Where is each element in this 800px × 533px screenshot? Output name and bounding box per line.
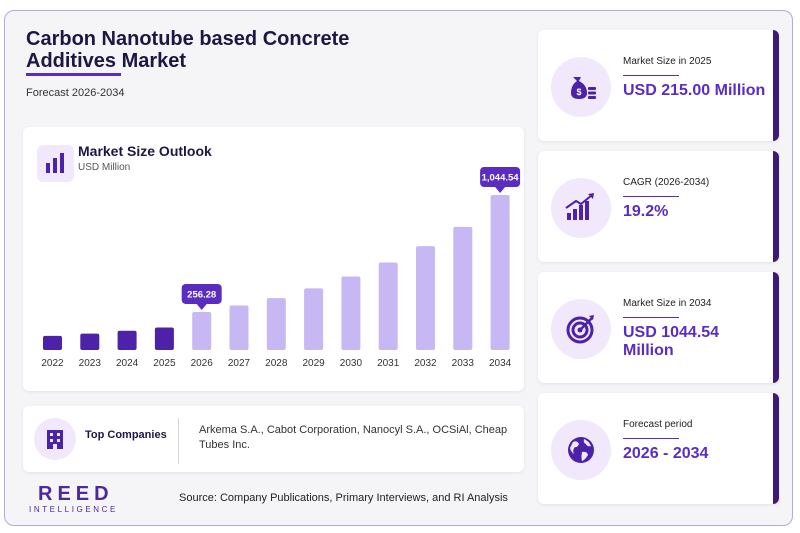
bar-2022: [43, 335, 62, 350]
page-title: Carbon Nanotube based Concrete Additives…: [26, 28, 350, 72]
bar-2030: [341, 276, 361, 350]
bar-2025: [154, 327, 174, 350]
divider: [178, 418, 179, 464]
logo-subtitle: INTELLIGENCE: [29, 505, 118, 514]
stat-label: Market Size in 2025: [623, 56, 712, 67]
top-companies-card: Top Companies Arkema S.A., Cabot Corpora…: [23, 406, 524, 472]
bar-2027: [229, 305, 249, 350]
bar-2033: [453, 226, 473, 350]
building-icon: [34, 418, 76, 460]
x-tick-label: 2029: [302, 358, 325, 369]
x-tick-label: 2034: [489, 358, 512, 369]
x-tick-label: 2028: [265, 358, 288, 369]
money-bag-icon: $: [551, 57, 611, 117]
bar-chart-icon: [37, 145, 74, 182]
x-tick-label: 2025: [153, 358, 176, 369]
x-tick-label: 2026: [191, 358, 214, 369]
stat-card-cagr: CAGR (2026-2034) 19.2%: [538, 151, 779, 262]
stat-label: Forecast period: [623, 419, 693, 430]
chart-title: Market Size Outlook: [78, 143, 212, 159]
x-tick-label: 2032: [414, 358, 437, 369]
stat-underline: [623, 317, 679, 318]
stat-card-market-2034: Market Size in 2034 USD 1044.54 Million: [538, 272, 779, 383]
stat-value: USD 215.00 Million: [623, 82, 766, 99]
bar-chart: 2022 2023 2024 2025 2026 256.28 2027 2028 2029 20…: [41, 167, 521, 369]
bar-2028: [266, 298, 286, 350]
stat-card-forecast-period: Forecast period 2026 - 2034: [538, 393, 779, 504]
data-label: 1,044.54: [482, 173, 520, 184]
svg-text:$: $: [576, 87, 581, 97]
bar-2032: [416, 246, 435, 350]
bar-2024: [117, 330, 137, 350]
stat-label: Market Size in 2034: [623, 298, 712, 309]
x-tick-label: 2033: [452, 358, 475, 369]
callout-2034: 1,044.54: [480, 167, 521, 193]
stat-value: 19.2%: [623, 203, 669, 220]
bar-2026: [192, 311, 212, 350]
chart-card: Market Size Outlook USD Million 2022 2023…: [23, 127, 524, 391]
bar-2029: [304, 288, 324, 350]
stat-underline: [623, 196, 679, 197]
bar-2034: [490, 195, 510, 350]
callout-2026: 256.28: [181, 283, 222, 310]
stat-value: USD 1044.54 Million: [623, 324, 720, 359]
logo-name: REED: [38, 483, 114, 505]
stat-underline: [623, 75, 679, 76]
bar-2023: [80, 333, 100, 350]
x-tick-label: 2024: [116, 358, 139, 369]
stat-label: CAGR (2026-2034): [623, 177, 710, 188]
growth-chart-icon: [551, 178, 611, 238]
x-tick-label: 2031: [377, 358, 400, 369]
forecast-label: Forecast 2026-2034: [26, 87, 125, 99]
bar-2031: [378, 262, 398, 350]
x-tick-label: 2023: [79, 358, 102, 369]
stat-card-market-2025: $ Market Size in 2025 USD 215.00 Million: [538, 30, 779, 141]
x-tick-label: 2022: [41, 358, 64, 369]
source-note: Source: Company Publications, Primary In…: [179, 492, 508, 504]
x-tick-label: 2027: [228, 358, 251, 369]
title-underline: [26, 73, 121, 76]
x-tick-label: 2030: [340, 358, 363, 369]
globe-icon: [551, 420, 611, 480]
top-companies-label: Top Companies: [85, 429, 167, 441]
data-label: 256.28: [187, 289, 216, 300]
stat-value: 2026 - 2034: [623, 445, 709, 462]
stat-underline: [623, 438, 679, 439]
target-icon: [551, 299, 611, 359]
top-companies-list: Arkema S.A., Cabot Corporation, Nanocyl …: [199, 424, 508, 451]
chart-unit: USD Million: [78, 162, 131, 173]
